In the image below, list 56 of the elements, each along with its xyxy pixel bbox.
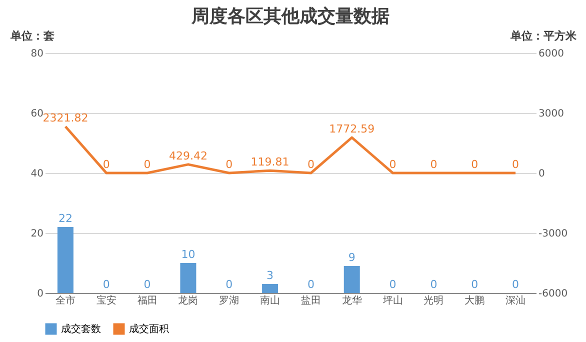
data-label: 0 — [144, 278, 151, 291]
y2-tick-label: -6000 — [538, 288, 568, 300]
x-tick-label: 宝安 — [96, 294, 116, 306]
chart-title: 周度各区其他成交量数据 — [190, 6, 390, 27]
legend-label: 成交面积 — [129, 323, 169, 335]
x-tick-label: 坪山 — [382, 294, 403, 306]
data-label: 10 — [181, 248, 196, 261]
data-label: 0 — [226, 158, 233, 171]
x-tick-label: 福田 — [137, 294, 158, 306]
y2-tick-label: 0 — [538, 168, 545, 180]
x-tick-label: 光明 — [424, 294, 444, 306]
data-label: 0 — [307, 278, 314, 291]
data-label: 0 — [471, 278, 478, 291]
y2-tick-label: 3000 — [538, 108, 564, 120]
x-tick-label: 罗湖 — [219, 294, 240, 306]
bar — [344, 266, 360, 293]
data-label: 0 — [430, 278, 438, 291]
data-label: 0 — [102, 278, 110, 291]
legend-label: 成交套数 — [61, 323, 101, 335]
data-label: 119.81 — [250, 156, 290, 169]
data-label: 0 — [102, 158, 110, 171]
x-tick-label: 全市 — [55, 294, 76, 306]
x-tick-label: 龙华 — [342, 294, 362, 306]
y-tick-label: 80 — [30, 48, 44, 60]
y2-axis-title: 单位：平方米 — [510, 30, 578, 42]
y-tick-label: 20 — [30, 228, 44, 240]
data-label: 0 — [226, 278, 233, 291]
data-label: 3 — [266, 269, 274, 282]
data-label: 0 — [430, 158, 438, 171]
x-tick-label: 龙岗 — [178, 294, 198, 306]
data-label: 1772.59 — [329, 122, 375, 136]
x-tick-label: 南山 — [260, 294, 280, 306]
data-label: 9 — [348, 251, 356, 264]
bar — [180, 263, 196, 293]
line-series — [64, 125, 517, 174]
data-label: 0 — [512, 278, 520, 291]
x-tick-label: 大鹏 — [464, 294, 485, 306]
data-label: 429.42 — [168, 149, 208, 162]
bar — [57, 227, 74, 293]
data-label: 0 — [471, 158, 478, 171]
data-label: 2321.82 — [42, 112, 88, 125]
y-tick-label: 60 — [30, 108, 44, 120]
y2-tick-label: 6000 — [538, 48, 564, 60]
data-label: 0 — [307, 158, 314, 171]
y-tick-label: 0 — [37, 288, 44, 300]
data-label: 0 — [389, 158, 396, 171]
x-tick-label: 深汕 — [506, 294, 526, 306]
data-label: 0 — [389, 278, 396, 291]
x-tick-label: 盐田 — [300, 294, 321, 306]
data-label: 0 — [512, 158, 520, 171]
y-tick-label: 40 — [30, 168, 44, 180]
bar — [262, 284, 278, 293]
data-label: 22 — [58, 212, 72, 225]
data-label: 0 — [144, 158, 151, 171]
y-axis-title: 单位：套 — [10, 30, 54, 42]
y2-tick-label: -3000 — [538, 228, 568, 240]
